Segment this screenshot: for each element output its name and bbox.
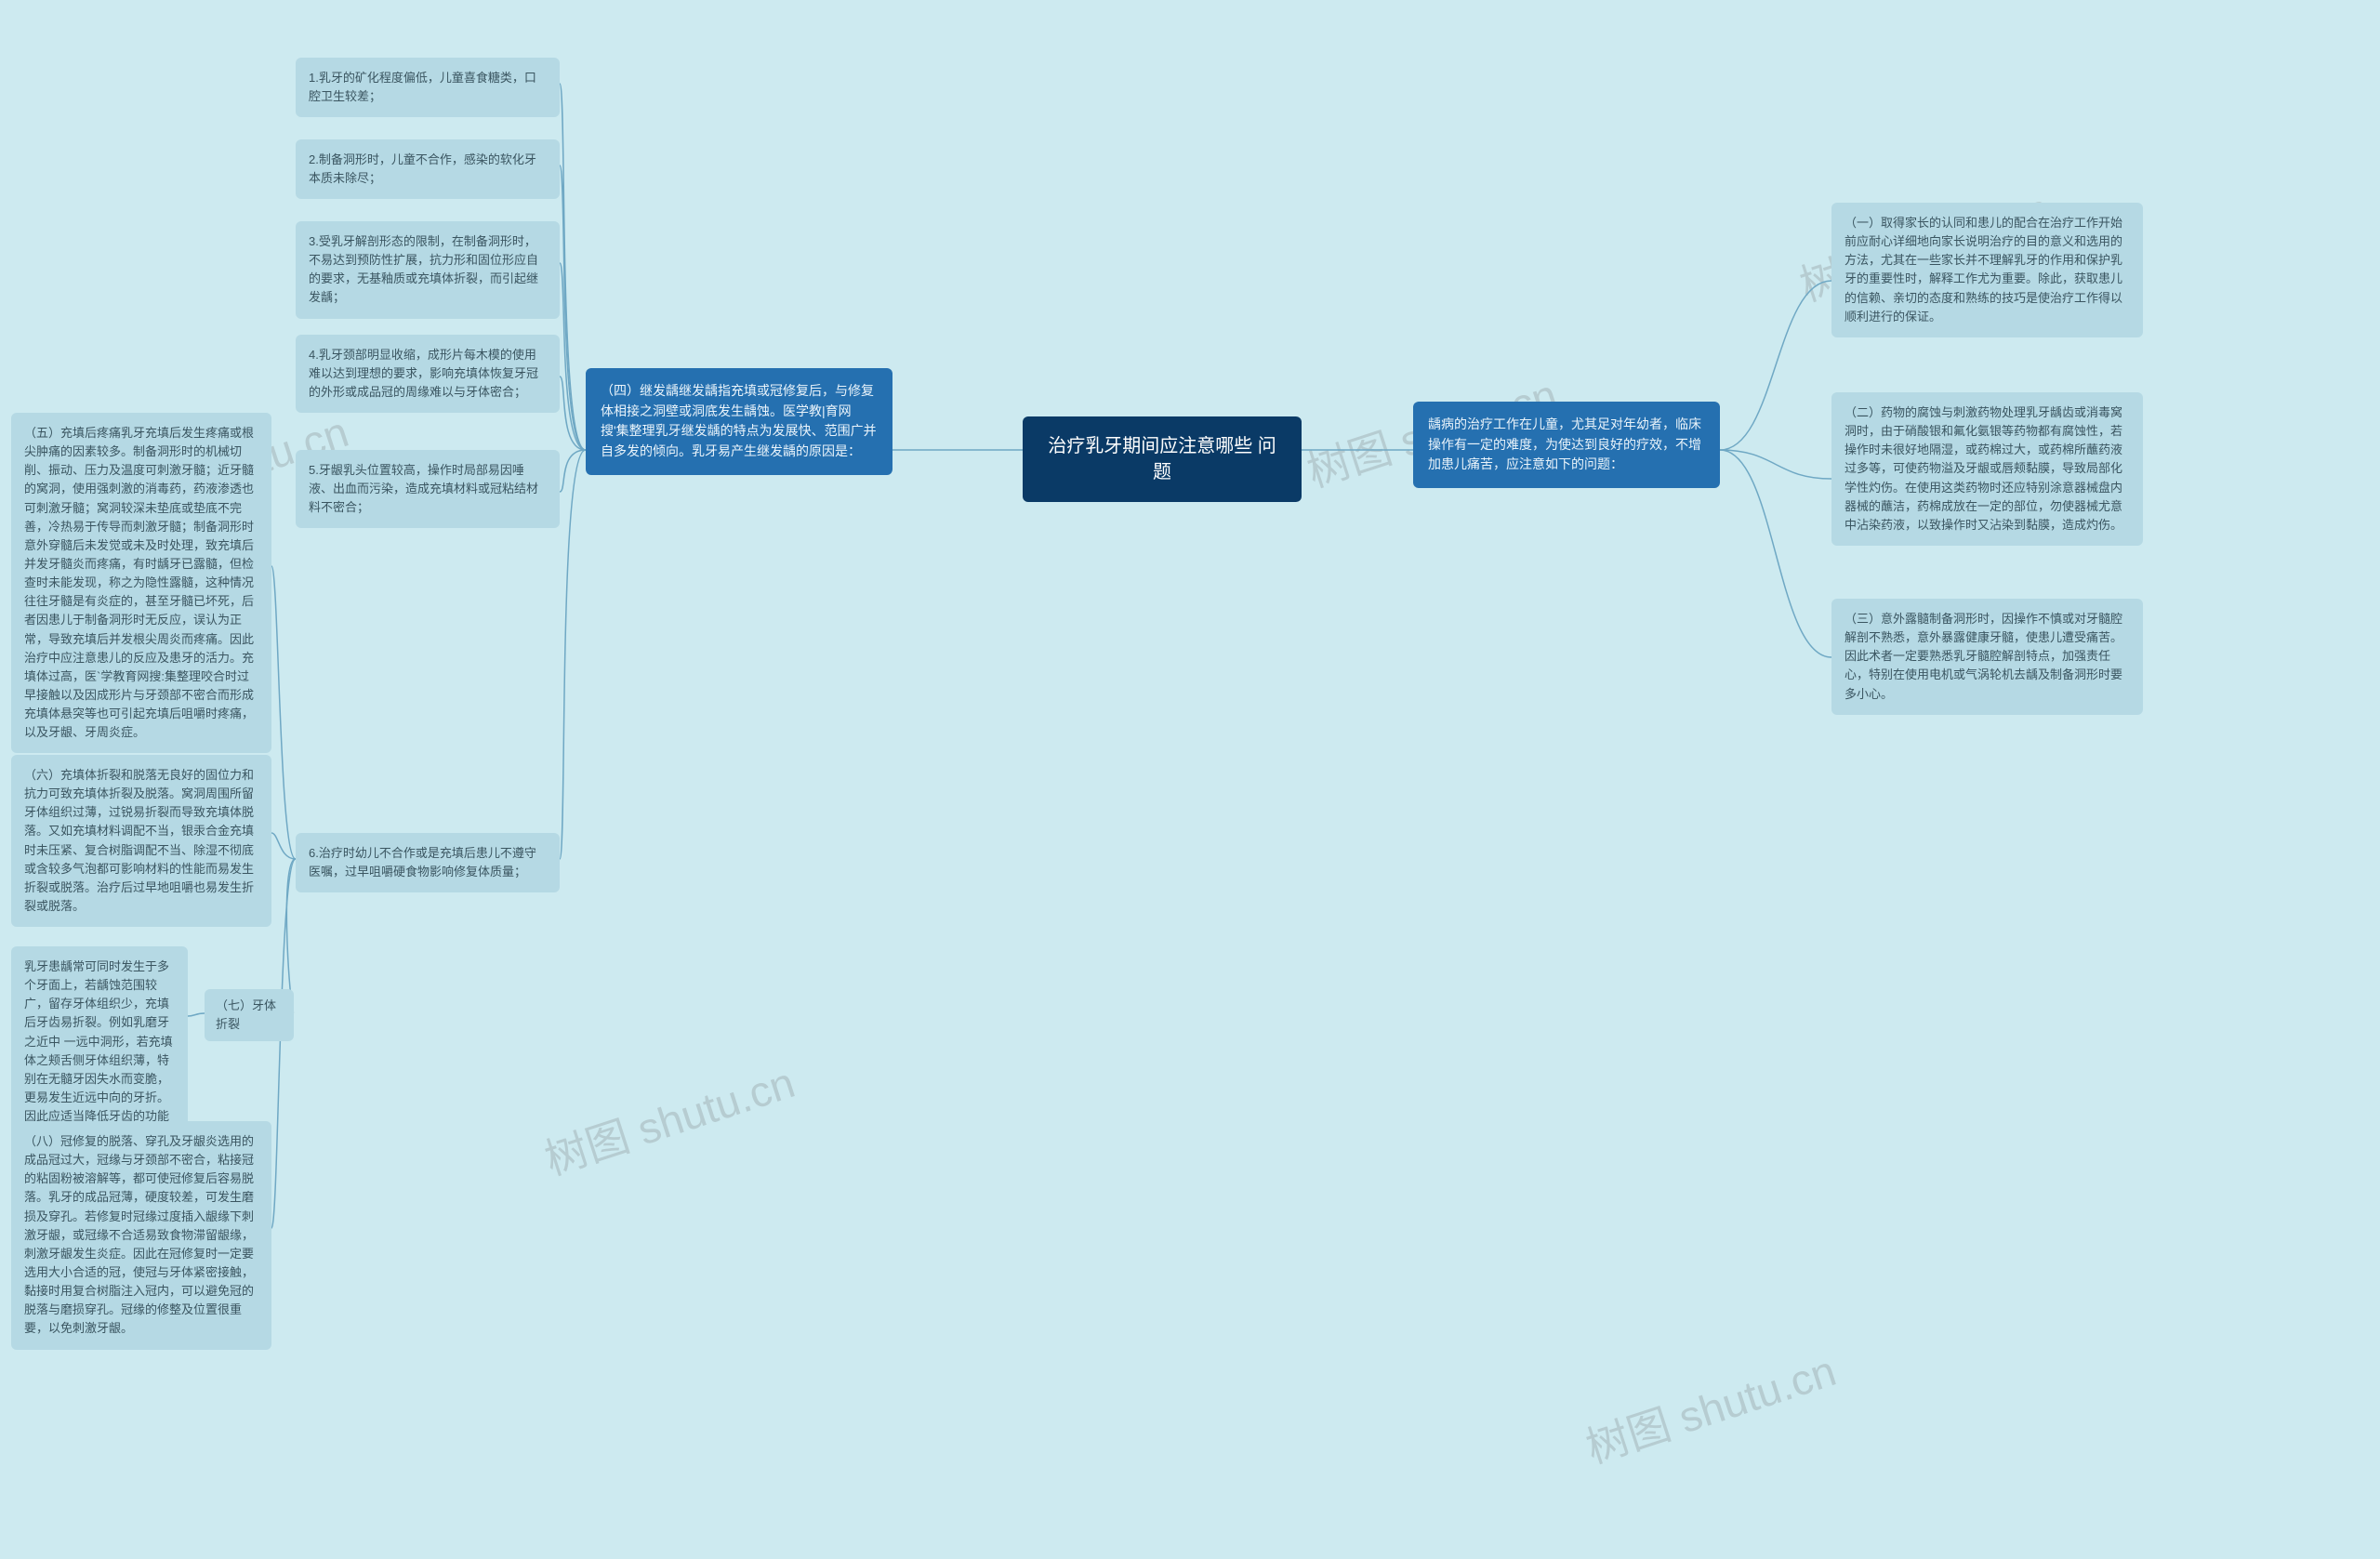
left-leaf-3[interactable]: 3.受乳牙解剖形态的限制，在制备洞形时，不易达到预防性扩展，抗力形和固位形应自的…	[296, 221, 560, 319]
right-leaf-1[interactable]: （一）取得家长的认同和患儿的配合在治疗工作开始前应耐心详细地向家长说明治疗的目的…	[1831, 203, 2143, 337]
mindmap-center[interactable]: 治疗乳牙期间应注意哪些 问题	[1023, 416, 1302, 502]
right-leaf-2[interactable]: （二）药物的腐蚀与刺激药物处理乳牙龋齿或消毒窝洞时，由于硝酸银和氟化氨银等药物都…	[1831, 392, 2143, 546]
left-leaf-2[interactable]: 2.制备洞形时，儿童不合作，感染的软化牙本质未除尽；	[296, 139, 560, 199]
sub-leaf-5[interactable]: （五）充填后疼痛乳牙充填后发生疼痛或根尖肿痛的因素较多。制备洞形时的机械切削、振…	[11, 413, 271, 753]
watermark: 树图 shutu.cn	[1578, 1338, 1843, 1476]
left-leaf-5[interactable]: 5.牙龈乳头位置较高，操作时局部易因唾液、出血而污染，造成充填材料或冠粘结材料不…	[296, 450, 560, 528]
sub-leaf-7-label[interactable]: （七）牙体折裂	[205, 989, 294, 1041]
right-branch[interactable]: 龋病的治疗工作在儿童，尤其足对年幼者，临床操作有一定的难度，为使达到良好的疗效，…	[1413, 402, 1720, 488]
right-leaf-3[interactable]: （三）意外露髓制备洞形时，因操作不慎或对牙髓腔解剖不熟悉，意外暴露健康牙髓，使患…	[1831, 599, 2143, 715]
left-leaf-4[interactable]: 4.乳牙颈部明显收缩，成形片每木模的使用难以达到理想的要求，影响充填体恢复牙冠的…	[296, 335, 560, 413]
left-leaf-6[interactable]: 6.治疗时幼儿不合作或是充填后患儿不遵守医嘱，过早咀嚼硬食物影响修复体质量；	[296, 833, 560, 892]
left-branch[interactable]: （四）继发龋继发龋指充填或冠修复后，与修复体相接之洞壁或洞底发生龋蚀。医学教|育…	[586, 368, 892, 475]
sub-leaf-8[interactable]: （八）冠修复的脱落、穿孔及牙龈炎选用的成品冠过大，冠缘与牙颈部不密合，粘接冠的粘…	[11, 1121, 271, 1350]
sub-leaf-6[interactable]: （六）充填体折裂和脱落无良好的固位力和抗力可致充填体折裂及脱落。窝洞周围所留牙体…	[11, 755, 271, 927]
left-leaf-1[interactable]: 1.乳牙的矿化程度偏低，儿童喜食糖类，口腔卫生较差；	[296, 58, 560, 117]
watermark: 树图 shutu.cn	[536, 1050, 801, 1188]
